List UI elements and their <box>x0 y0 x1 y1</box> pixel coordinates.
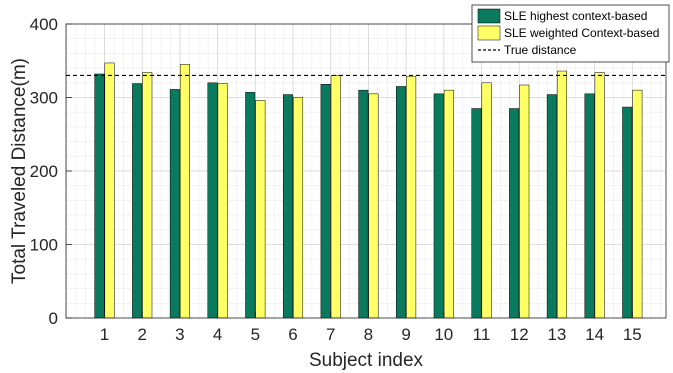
bar-series-2-item-9 <box>406 75 417 319</box>
legend: SLE highest context-based SLE weighted Co… <box>471 4 670 63</box>
bar-series-2-item-5 <box>255 100 266 319</box>
x-tick-label: 10 <box>434 325 453 344</box>
x-tick-label: 4 <box>213 325 222 344</box>
bar-series-2-item-2 <box>142 72 153 319</box>
legend-label-3: True distance <box>504 43 577 57</box>
x-tick-label: 9 <box>401 325 410 344</box>
bar-series-2-item-11 <box>481 82 492 319</box>
bar-series-1-item-9 <box>396 86 407 319</box>
x-tick-label: 15 <box>623 325 642 344</box>
bar-series-1-item-13 <box>546 94 557 319</box>
y-tick-label: 100 <box>30 236 58 255</box>
bar-series-2-item-15 <box>632 89 643 319</box>
legend-label-2: SLE weighted Context-based <box>504 26 659 40</box>
bar-series-1-item-12 <box>509 108 520 319</box>
bar-series-1-item-5 <box>245 92 256 319</box>
y-tick-label: 300 <box>30 89 58 108</box>
y-tick-label: 0 <box>49 309 58 328</box>
legend-swatch-1 <box>477 8 501 24</box>
bar-series-1-item-4 <box>207 82 218 319</box>
bar-series-2-item-6 <box>293 97 304 319</box>
x-axis-title: Subject index <box>309 350 424 371</box>
legend-box <box>471 4 670 63</box>
bar-series-2-item-10 <box>443 89 454 319</box>
x-tick-label: 14 <box>585 325 604 344</box>
x-tick-label: 8 <box>364 325 373 344</box>
x-tick-label: 2 <box>137 325 146 344</box>
bar-series-1-item-1 <box>94 73 105 319</box>
bar-series-2-item-8 <box>368 93 379 319</box>
bar-series-2-item-4 <box>217 83 228 319</box>
legend-swatch-2 <box>477 25 501 41</box>
bar-series-2-item-1 <box>104 62 115 319</box>
x-tick-label: 11 <box>473 325 491 344</box>
bar-series-2-item-7 <box>330 75 341 319</box>
x-tick-label: 5 <box>251 325 260 344</box>
y-tick-label: 200 <box>30 162 58 181</box>
bar-series-2-item-3 <box>179 64 190 319</box>
x-tick-label: 7 <box>326 325 335 344</box>
bar-series-1-item-7 <box>320 84 331 319</box>
bar-series-1-item-14 <box>584 93 595 319</box>
bar-series-1-item-15 <box>622 106 633 319</box>
bar-series-1-item-3 <box>169 89 180 319</box>
x-tick-label: 1 <box>100 325 109 344</box>
legend-label-1: SLE highest context-based <box>504 9 647 23</box>
x-tick-label: 3 <box>175 325 184 344</box>
y-axis-title: Total Traveled Distance(m) <box>9 58 30 284</box>
bar-series-1-item-11 <box>471 108 482 319</box>
bar-series-2-item-14 <box>594 72 605 319</box>
bar-series-2-item-12 <box>519 84 530 319</box>
x-tick-label: 12 <box>510 325 529 344</box>
y-tick-label: 400 <box>30 15 58 34</box>
x-tick-label: 6 <box>288 325 297 344</box>
x-tick-label: 13 <box>547 325 566 344</box>
bar-series-1-item-8 <box>358 89 369 319</box>
bar-series-1-item-6 <box>282 94 293 319</box>
bar-series-1-item-10 <box>433 93 444 319</box>
bar-series-2-item-13 <box>556 70 567 319</box>
bar-series-1-item-2 <box>132 83 143 319</box>
